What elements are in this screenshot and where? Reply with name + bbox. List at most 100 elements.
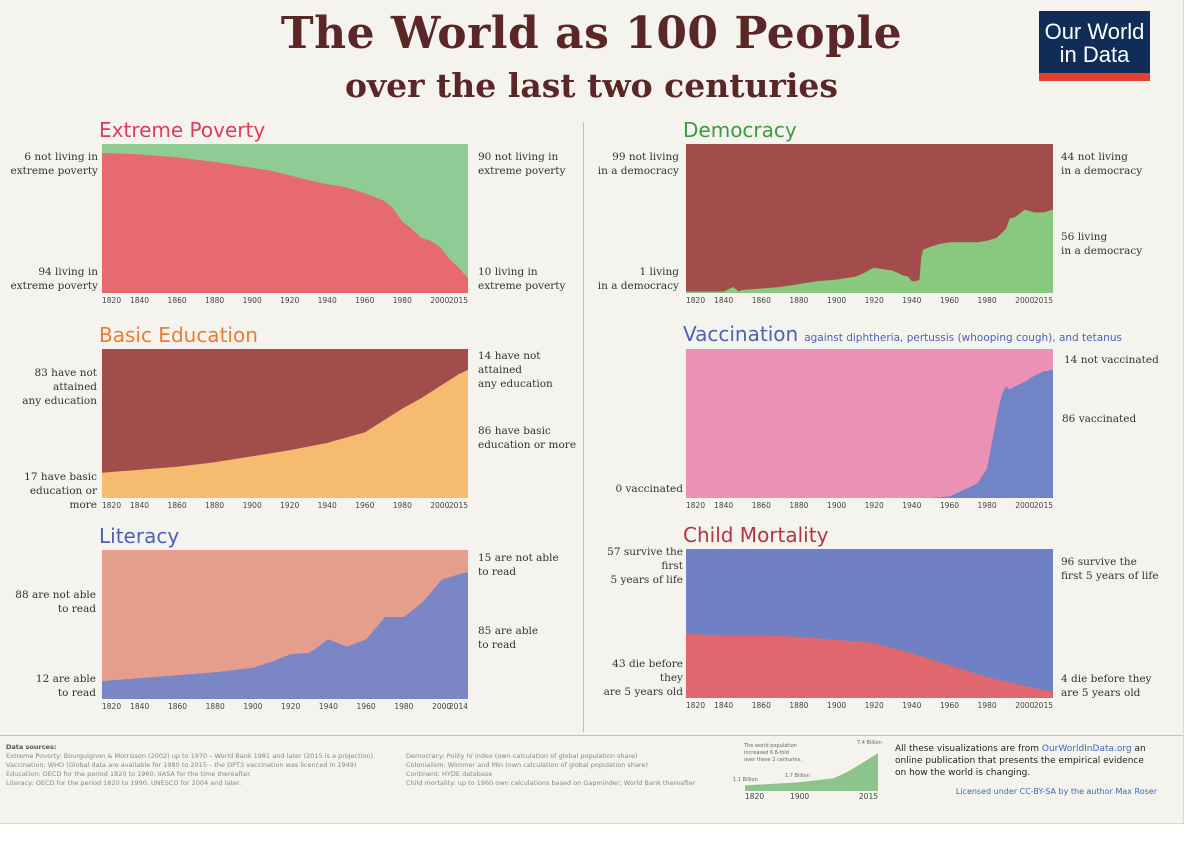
x-tick-label: 1900 xyxy=(827,501,846,510)
x-tick-label: 1820 xyxy=(102,501,121,510)
source-line: Literacy: OECD for the period 1820 to 19… xyxy=(6,779,242,787)
x-tick-label: 1880 xyxy=(789,701,808,710)
label-line: 43 die before they xyxy=(612,658,683,684)
label-line: education or more xyxy=(29,485,97,511)
x-tick-label: 1840 xyxy=(130,702,149,711)
label-line: 90 not living in xyxy=(478,151,559,163)
x-tick-label: 1840 xyxy=(714,501,733,510)
x-tick-label: 1860 xyxy=(752,701,771,710)
label-line: 6 not living in xyxy=(24,151,98,163)
poverty-label-left-bottom: 94 living in extreme poverty xyxy=(10,265,98,293)
democracy-title: Democracy xyxy=(683,118,797,142)
x-tick-label: 1820 xyxy=(102,296,121,305)
democracy-label-left-bottom: 1 living in a democracy xyxy=(586,265,679,293)
x-tick-label: 1980 xyxy=(978,296,997,305)
literacy-label-left-bottom: 12 are able to read xyxy=(0,672,96,700)
label-line: in a democracy xyxy=(597,165,679,177)
area-series xyxy=(745,753,878,791)
x-tick-label: 1940 xyxy=(319,702,338,711)
label-line: 17 have basic xyxy=(24,471,97,483)
education-label-left-top: 83 have not attained any education xyxy=(0,366,97,408)
population-start-label: 1.1 Billion xyxy=(733,777,758,783)
label-line: are 5 years old xyxy=(603,686,683,698)
source-line: Democracy: Polity IV index (own calculat… xyxy=(406,752,638,760)
label-line: 10 living in xyxy=(478,266,538,278)
vaccination-label-right-mid: 86 vaccinated xyxy=(1062,412,1172,426)
x-tick-label: 2000 xyxy=(1015,296,1034,305)
x-tick-label: 1940 xyxy=(902,501,921,510)
x-tick-label: 1900 xyxy=(790,792,809,801)
source-line: Vaccination: WHO (Global data are availa… xyxy=(6,761,357,769)
x-tick-label: 1980 xyxy=(394,702,413,711)
poverty-title: Extreme Poverty xyxy=(99,118,266,142)
education-label-left-bottom: 17 have basic education or more xyxy=(0,470,97,512)
x-tick-label: 1840 xyxy=(130,296,149,305)
label-line: to read xyxy=(57,687,96,699)
about-text: All these visualizations are from OurWor… xyxy=(895,743,1157,779)
x-tick-label: 1940 xyxy=(318,296,337,305)
population-note: The world population increased 6.8-fold … xyxy=(744,743,829,764)
main-title: The World as 100 People xyxy=(280,8,903,59)
x-tick-label: 1840 xyxy=(714,701,733,710)
x-tick-label: 2015 xyxy=(1034,296,1053,305)
mortality-label-left-top: 57 survive the first 5 years of life xyxy=(586,545,683,587)
label-line: 56 living xyxy=(1061,231,1108,243)
education-title: Basic Education xyxy=(99,323,258,347)
label-line: any education xyxy=(478,378,553,390)
label-line: 94 living in xyxy=(38,266,98,278)
democracy-chart: 1820 1840 1860 1880 1900 1920 1940 1960 1980 2000… xyxy=(686,144,1053,305)
x-tick-label: 1960 xyxy=(940,296,959,305)
source-line: Continent: HYDE database xyxy=(406,770,493,778)
democracy-label-right-bottom: 56 living in a democracy xyxy=(1061,230,1161,258)
x-tick-label: 1880 xyxy=(205,501,224,510)
area-series xyxy=(686,209,1053,293)
x-tick-label: 1820 xyxy=(745,792,764,801)
x-tick-label: 2000 xyxy=(1015,501,1034,510)
child-mortality-chart: 1820 1840 1860 1880 1900 1920 1940 1960 1980 2000… xyxy=(686,549,1053,710)
x-tick-label: 2015 xyxy=(859,792,878,801)
education-chart: 1820 1840 1860 1880 1900 1920 1940 1960 1980 2000… xyxy=(102,349,468,510)
label-line: extreme poverty xyxy=(10,165,98,177)
x-tick-label: 1960 xyxy=(355,501,374,510)
our-world-in-data-logo[interactable]: Our World in Data xyxy=(1039,11,1150,81)
license-link[interactable]: Licensed under CC-BY-SA by the author Ma… xyxy=(955,787,1157,796)
area-series xyxy=(686,633,1053,698)
poster: The World as 100 People over the last tw… xyxy=(0,0,1184,824)
logo-line-2: in Data xyxy=(1059,42,1130,67)
owid-link[interactable]: OurWorldInData.org xyxy=(1041,744,1132,754)
footer-divider xyxy=(0,735,1183,736)
child-mortality-title: Child Mortality xyxy=(683,523,829,547)
label-line: 85 are able xyxy=(478,625,539,637)
x-tick-label: 1940 xyxy=(318,501,337,510)
area-series xyxy=(686,369,1053,498)
sources-heading: Data sources: xyxy=(6,743,57,751)
x-tick-label: 1940 xyxy=(902,296,921,305)
label-line: to read xyxy=(57,603,96,615)
label-line: 83 have not attained xyxy=(34,367,97,393)
vaccination-subtitle: against diphtheria, pertussis (whooping … xyxy=(804,332,1122,344)
label-line: 5 years of life xyxy=(610,574,683,586)
x-tick-label: 1860 xyxy=(168,501,187,510)
x-tick-label: 1840 xyxy=(130,501,149,510)
x-tick-label: 1880 xyxy=(205,296,224,305)
label-line: are 5 years old xyxy=(1061,687,1141,699)
x-tick-label: 1960 xyxy=(940,701,959,710)
x-tick-label: 1820 xyxy=(102,702,121,711)
source-line: Child mortality: up to 1960 own calculat… xyxy=(406,779,696,787)
x-tick-label: 2015 xyxy=(1034,701,1053,710)
x-tick-label: 2000 xyxy=(430,296,449,305)
education-label-right-bottom: 86 have basic education or more xyxy=(478,424,583,452)
label-line: first 5 years of life xyxy=(1061,570,1159,582)
about-pre: All these visualizations are from xyxy=(895,744,1042,754)
poverty-label-right-top: 90 not living in extreme poverty xyxy=(478,150,578,178)
x-tick-label: 1880 xyxy=(206,702,225,711)
x-tick-label: 1980 xyxy=(978,701,997,710)
label-line: 14 have not attained xyxy=(478,350,541,376)
literacy-label-right-top: 15 are not able to read xyxy=(478,551,578,579)
label-line: in a democracy xyxy=(1061,165,1143,177)
x-tick-label: 1860 xyxy=(168,702,187,711)
mortality-label-left-bottom: 43 die before they are 5 years old xyxy=(586,657,683,699)
literacy-label-left-top: 88 are not able to read xyxy=(0,588,96,616)
note-line: increased 6.8-fold xyxy=(744,750,789,756)
mortality-label-right-top: 96 survive the first 5 years of life xyxy=(1061,555,1171,583)
